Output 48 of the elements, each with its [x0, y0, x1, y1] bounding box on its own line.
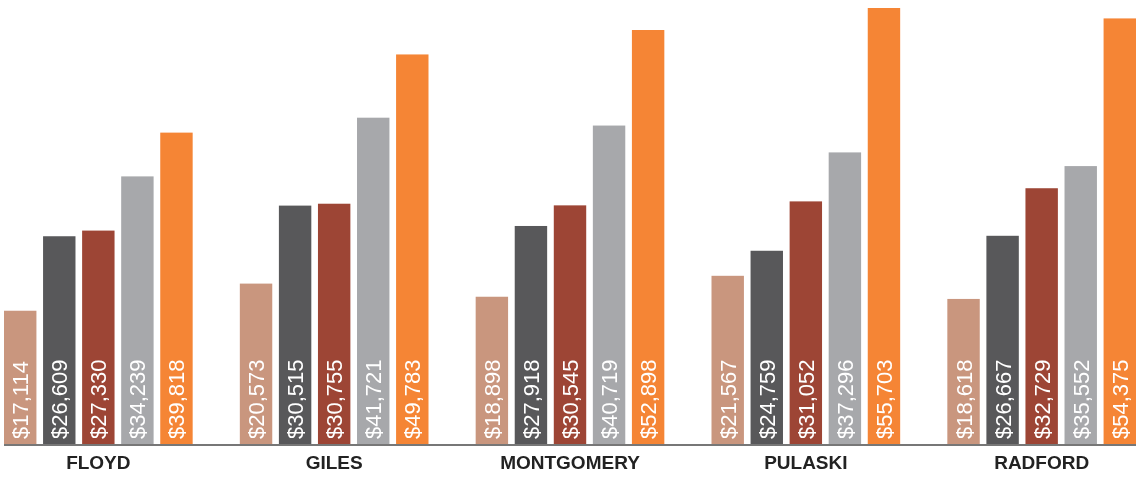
- data-label: $30,755: [322, 359, 348, 439]
- data-label: $26,609: [47, 359, 73, 439]
- bar: [121, 176, 154, 445]
- data-label: $31,052: [793, 359, 819, 439]
- bar: [1103, 18, 1136, 445]
- data-label: $26,667: [990, 359, 1016, 439]
- bar: [828, 152, 862, 445]
- bar: [160, 132, 193, 445]
- x-tick-label: RADFORD: [994, 452, 1090, 473]
- data-label: $37,296: [832, 359, 858, 439]
- data-label: $21,567: [715, 359, 741, 439]
- data-label: $30,545: [558, 359, 583, 439]
- bar: [1064, 166, 1097, 445]
- data-label: $20,573: [244, 359, 270, 439]
- bar: [789, 201, 823, 445]
- data-label: $27,330: [86, 359, 112, 439]
- bar: [986, 235, 1019, 445]
- data-label: $52,898: [636, 359, 662, 439]
- bar: [82, 230, 115, 445]
- x-tick-label: GILES: [305, 452, 363, 473]
- x-tick-label: FLOYD: [66, 452, 131, 473]
- data-label: $49,783: [400, 359, 426, 439]
- bar: [514, 225, 548, 445]
- x-tick-label: PULASKI: [764, 452, 848, 473]
- bar: [396, 54, 429, 445]
- data-label: $27,918: [518, 359, 544, 439]
- bar: [1025, 188, 1058, 445]
- data-label: $30,515: [283, 359, 309, 439]
- data-label: $39,818: [164, 359, 190, 439]
- data-label: $18,898: [479, 359, 505, 439]
- bar: [278, 205, 312, 445]
- data-label: $41,721: [361, 359, 387, 439]
- data-label: $24,759: [754, 359, 780, 439]
- bar: [867, 8, 901, 445]
- data-label: $54,375: [1107, 359, 1133, 439]
- bar: [317, 203, 351, 445]
- data-label: $17,114: [8, 361, 34, 439]
- data-label: $32,729: [1029, 359, 1055, 439]
- data-label: $40,719: [597, 359, 623, 439]
- bar: [357, 117, 390, 445]
- data-label: $34,239: [125, 359, 151, 439]
- bar: [592, 125, 626, 445]
- bar: [631, 30, 665, 445]
- bar: [553, 205, 587, 445]
- data-label: $35,552: [1068, 359, 1094, 439]
- data-label: $18,618: [951, 359, 977, 439]
- x-tick-label: MONTGOMERY: [500, 452, 641, 473]
- data-label: $55,703: [871, 359, 897, 439]
